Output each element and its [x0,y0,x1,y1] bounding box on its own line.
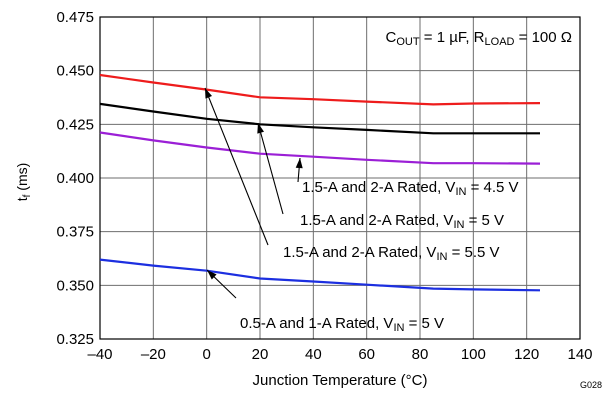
figure-code: G028 [580,380,602,390]
test-conditions-annotation: COUT = 1 µF, RLOAD = 100 Ω [386,29,572,48]
plot-area-frame [99,16,581,340]
x-tick-label: 40 [305,346,322,363]
label-text: = 5.5 V [447,244,499,261]
x-axis-tick-labels: –40 –20 0 20 40 60 80 100 120 140 [87,346,592,363]
y-axis-label-subscript: f [22,194,33,197]
annotation-arrowhead-0 [205,88,212,99]
series-line-0 [99,73,541,106]
y-tick-label: 0.400 [56,170,94,187]
y-tick-label: 0.450 [56,63,94,80]
label-subscript: IN [455,186,466,198]
label-text: = 1 µF, R [420,29,485,46]
label-text: 0.5-A and 1-A Rated, V [240,315,393,332]
x-tick-label: 100 [461,346,486,363]
y-tick-label: 0.425 [56,116,94,133]
label-subscript: LOAD [485,36,515,48]
y-tick-label: 0.325 [56,331,94,348]
label-text: = 4.5 V [466,179,518,196]
y-axis-label-rest: (ms) [14,163,30,195]
label-subscript: OUT [396,36,420,48]
y-axis-tick-labels: 0.325 0.350 0.375 0.400 0.425 0.450 0.475 [56,9,94,348]
series-lines [99,73,541,292]
x-tick-label: 80 [412,346,429,363]
label-text: 1.5-A and 2-A Rated, V [302,179,455,196]
label-text: = 100 Ω [514,29,572,46]
series-line-2 [99,131,541,165]
series-label-3: 0.5-A and 1-A Rated, VIN = 5 V [240,315,444,334]
x-tick-label: 0 [202,346,210,363]
y-tick-label: 0.375 [56,224,94,241]
annotation-arrow-1 [257,122,284,215]
series-label-0: 1.5-A and 2-A Rated, VIN = 5.5 V [283,244,500,263]
x-tick-label: 120 [514,346,539,363]
y-tick-label: 0.350 [56,277,94,294]
annotation-arrow-0 [204,87,269,246]
x-tick-label: 20 [252,346,269,363]
x-tick-label: –20 [141,346,166,363]
label-text: = 5 V [464,212,504,229]
series-annotation-labels: 1.5-A and 2-A Rated, VIN = 5.5 V1.5-A an… [240,179,519,334]
label-text: 1.5-A and 2-A Rated, V [283,244,436,261]
x-tick-label: 60 [358,346,375,363]
annotation-arrowhead-3 [207,270,217,280]
label-subscript: IN [393,322,404,334]
label-text: 1.5-A and 2-A Rated, V [300,212,453,229]
y-axis-label: tf (ms) [14,163,33,202]
y-tick-label: 0.475 [56,9,94,26]
label-subscript: IN [453,219,464,231]
series-label-1: 1.5-A and 2-A Rated, VIN = 5 V [300,212,504,231]
series-line-3 [99,258,541,292]
label-text: = 5 V [404,315,444,332]
series-line-1 [99,102,540,135]
series-label-2: 1.5-A and 2-A Rated, VIN = 4.5 V [302,179,519,198]
label-text: C [386,29,397,46]
x-tick-label: 140 [567,346,592,363]
annotation-arrowhead-2 [295,158,303,169]
y-axis-label-main: t [14,197,30,201]
label-subscript: IN [436,251,447,263]
x-tick-label: –40 [87,346,112,363]
annotation-arrowhead-1 [257,123,264,134]
x-axis-label: Junction Temperature (°C) [253,372,428,389]
annotation-arrows [204,87,303,299]
